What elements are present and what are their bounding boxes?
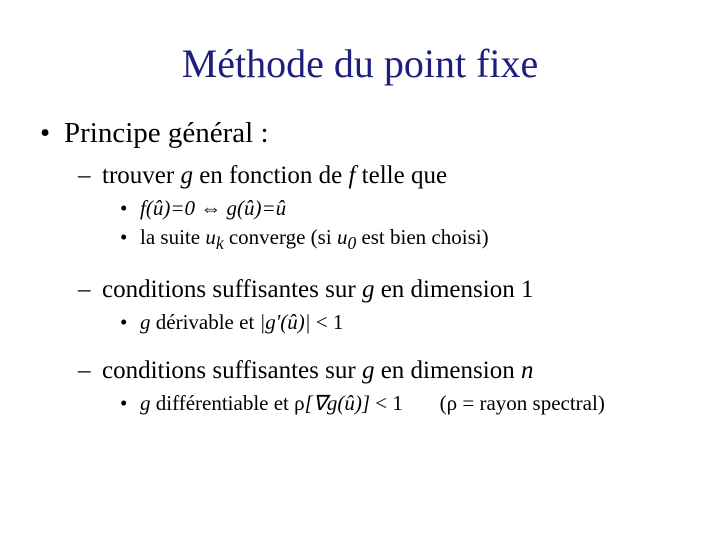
bullet-cond-dimn: conditions suffisantes sur g en dimensio… [30, 357, 690, 385]
text: en dimension [374, 357, 521, 384]
text: différentiable et [151, 391, 295, 415]
sub-0: 0 [347, 233, 356, 253]
sub-k: k [216, 233, 224, 253]
bullet-derivable: g dérivable et |g'(û)| < 1 [30, 310, 690, 335]
slide-title: Méthode du point fixe [30, 40, 690, 87]
bullet-trouver-g: trouver g en fonction de f telle que [30, 162, 690, 190]
bullet-suite: la suite uk converge (si u0 est bien cho… [30, 225, 690, 254]
var-u0: u [337, 225, 348, 249]
expr-gprime: |g'(û)| [260, 310, 311, 334]
var-g: g [362, 357, 375, 384]
bullet-cond-dim1: conditions suffisantes sur g en dimensio… [30, 276, 690, 304]
expr-grad: ∇g(û) [313, 391, 362, 415]
var-g: g [180, 162, 193, 189]
iff-symbol: ⇔ [195, 196, 227, 220]
bullet-equiv: f(û)=0 ⇔ g(û)=û [30, 196, 690, 221]
var-g: g [362, 276, 375, 303]
var-n: n [521, 357, 534, 384]
text: converge (si [224, 225, 337, 249]
note-rho: (ρ = rayon spectral) [440, 391, 605, 415]
slide: Méthode du point fixe Principe général :… [0, 0, 720, 540]
text: < 1 [311, 310, 344, 334]
var-g: g [140, 310, 151, 334]
text: conditions suffisantes sur [102, 276, 362, 303]
text: conditions suffisantes sur [102, 357, 362, 384]
rho-symbol: ρ [294, 391, 304, 415]
text: < 1 [370, 391, 403, 415]
expr-rhs: g(û)=û [227, 196, 287, 220]
var-u: u [205, 225, 216, 249]
bracket-close: ] [362, 391, 370, 415]
spacer [403, 391, 440, 415]
text: en fonction de [193, 162, 349, 189]
bracket-open: [ [305, 391, 313, 415]
text: la suite [140, 225, 205, 249]
bullet-principe: Principe général : [30, 117, 690, 150]
expr-lhs: f(û)=0 [140, 196, 195, 220]
text: Principe général : [64, 117, 269, 149]
text: est bien choisi) [356, 225, 488, 249]
text: en dimension 1 [374, 276, 533, 303]
var-g: g [140, 391, 151, 415]
bullet-differentiable: g différentiable et ρ[∇g(û)] < 1 (ρ = ra… [30, 391, 690, 416]
text: trouver [102, 162, 180, 189]
text: telle que [355, 162, 447, 189]
text: dérivable et [151, 310, 260, 334]
